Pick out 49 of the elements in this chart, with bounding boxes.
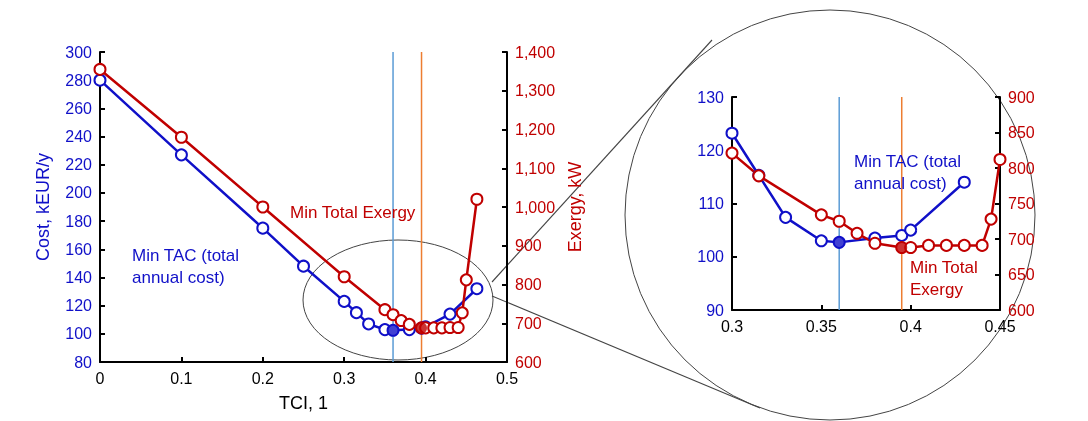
y2-tick-label: 800 [1008, 159, 1035, 177]
x-tick-label: 0.2 [251, 369, 275, 387]
y-tick-label: 160 [65, 240, 93, 258]
y2-tick-label: 800 [515, 276, 542, 293]
y-tick-label: 100 [65, 325, 93, 343]
y-tick-label: 130 [697, 88, 725, 106]
y2-tick-label: 750 [1008, 195, 1035, 212]
y-axis-title: Cost, kEUR/y [33, 152, 53, 262]
x-tick-label: 0.45 [984, 317, 1016, 335]
y2-tick-label: 1,100 [515, 159, 556, 177]
y-tick-label: 220 [65, 156, 93, 174]
x-tick-label: 0 [95, 369, 105, 387]
series-label: Min TAC (total annual cost) [132, 245, 244, 287]
x-tick-label: 0.3 [333, 369, 356, 387]
y2-tick-label: 1,300 [515, 82, 556, 100]
y2-tick-label: 700 [515, 314, 542, 332]
y-tick-label: 240 [65, 128, 93, 146]
series-label: Min Total Exergy [290, 202, 416, 222]
y-tick-label: 260 [65, 99, 93, 117]
y-tick-label: 200 [65, 184, 93, 202]
x-axis-title: TCI, 1 [278, 393, 329, 413]
y2-axis-title: Exergy, kW [564, 161, 585, 253]
y2-tick-label: 600 [1008, 301, 1035, 319]
y-tick-label: 180 [65, 212, 93, 230]
x-tick-label: 0.35 [805, 317, 838, 335]
y-tick-label: 120 [697, 141, 725, 159]
y-tick-label: 140 [65, 268, 93, 286]
x-tick-label: 0.1 [170, 369, 193, 387]
x-tick-label: 0.4 [414, 369, 437, 387]
series-label: Min Total Exergy [910, 257, 983, 299]
y2-tick-label: 850 [1008, 124, 1035, 141]
y-tick-label: 110 [698, 195, 725, 212]
y-tick-label: 80 [74, 353, 93, 371]
x-tick-label: 0.4 [899, 317, 922, 335]
y-tick-label: 300 [65, 43, 93, 61]
y2-tick-label: 600 [515, 353, 542, 371]
y2-tick-label: 700 [1008, 230, 1035, 248]
y2-tick-label: 900 [1008, 88, 1035, 106]
y2-tick-label: 1,000 [515, 198, 556, 216]
y2-tick-label: 900 [515, 237, 542, 255]
x-tick-label: 0.3 [720, 317, 744, 335]
x-tick-label: 0.5 [495, 369, 519, 387]
y2-tick-label: 1,200 [515, 121, 556, 138]
y2-tick-label: 650 [1008, 266, 1035, 283]
y-tick-label: 280 [65, 71, 93, 89]
y2-tick-label: 1,400 [515, 43, 556, 61]
y-tick-label: 120 [65, 297, 93, 315]
y-tick-label: 90 [706, 301, 725, 319]
y-tick-label: 100 [697, 248, 725, 266]
